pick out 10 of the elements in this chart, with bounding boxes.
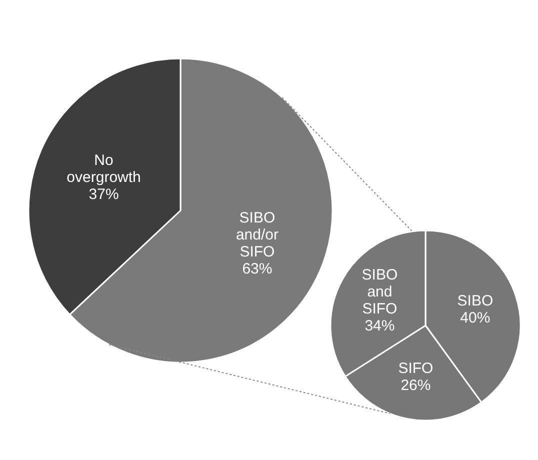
data-label: 26% xyxy=(400,376,431,394)
slice-label: No overgrowth xyxy=(66,152,141,186)
slice-label: SIBO and/or SIFO xyxy=(236,210,279,261)
data-label: 34% xyxy=(364,317,395,334)
slice-label: SIBO and SIFO xyxy=(362,266,398,318)
slice-label: SIFO xyxy=(398,360,434,377)
data-label: 40% xyxy=(460,309,490,326)
data-label: 37% xyxy=(88,186,119,203)
data-label: 63% xyxy=(242,260,272,278)
slice-label: SIBO xyxy=(457,292,494,310)
